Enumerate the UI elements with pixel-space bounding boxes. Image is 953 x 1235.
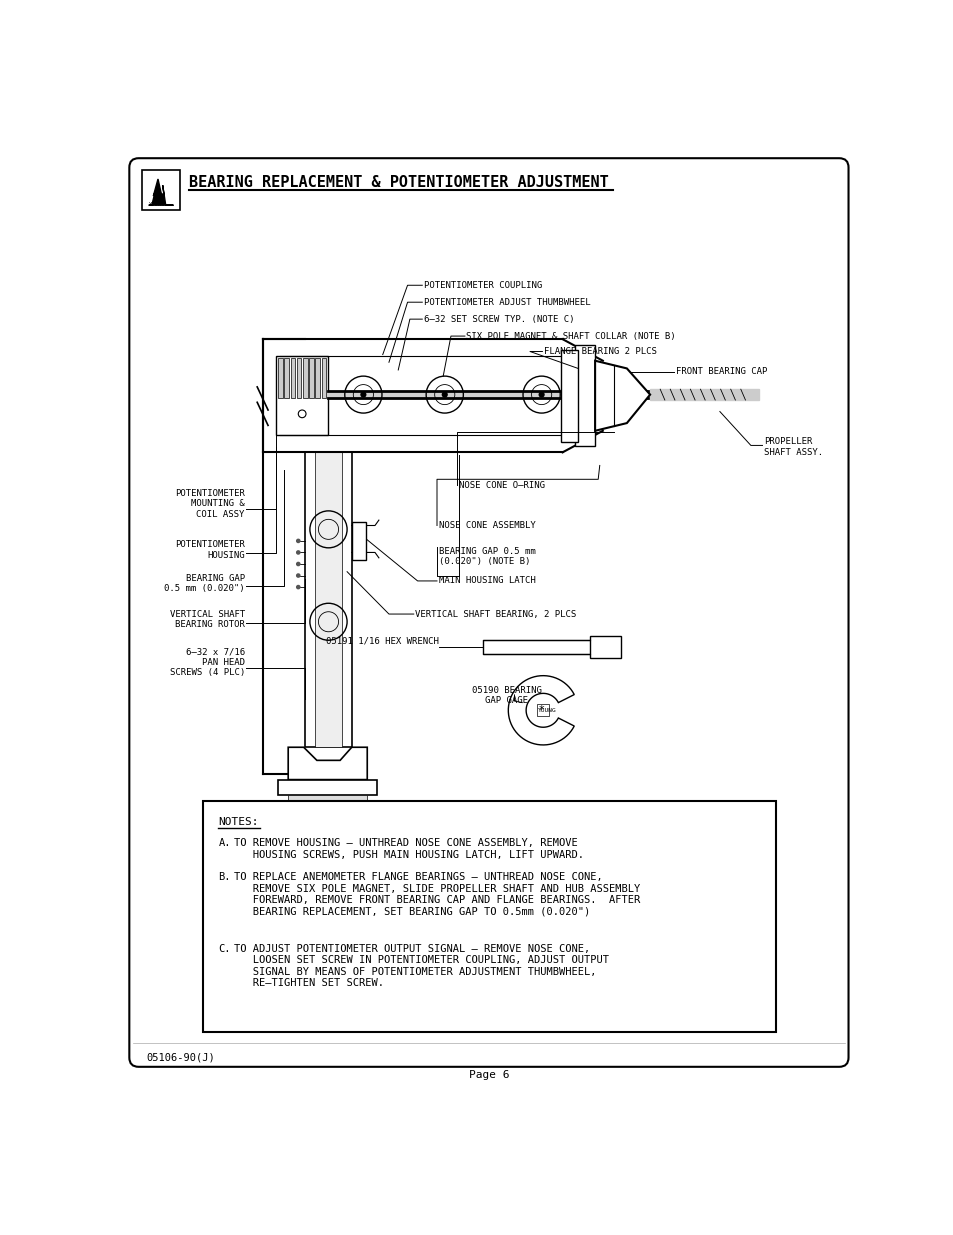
Text: MAIN HOUSING LATCH: MAIN HOUSING LATCH: [438, 577, 535, 585]
Circle shape: [295, 538, 300, 543]
Text: POTENTIOMETER
HOUSING: POTENTIOMETER HOUSING: [174, 541, 245, 559]
Text: TO REMOVE HOUSING – UNTHREAD NOSE CONE ASSEMBLY, REMOVE
   HOUSING SCREWS, PUSH : TO REMOVE HOUSING – UNTHREAD NOSE CONE A…: [233, 839, 583, 860]
Bar: [589, 636, 620, 658]
Text: FRONT BEARING CAP: FRONT BEARING CAP: [675, 367, 766, 375]
Bar: [275, 356, 328, 436]
Circle shape: [537, 391, 544, 398]
Bar: [560, 350, 578, 442]
Bar: [303, 358, 307, 398]
Circle shape: [295, 573, 300, 578]
Bar: [352, 521, 365, 561]
Bar: [314, 452, 342, 747]
Bar: [291, 358, 294, 398]
Text: VERTICAL SHAFT BEARING, 2 PLCS: VERTICAL SHAFT BEARING, 2 PLCS: [415, 610, 576, 619]
Text: FLANGE BEARING 2 PLCS: FLANGE BEARING 2 PLCS: [543, 347, 656, 356]
Circle shape: [360, 391, 366, 398]
Text: BEARING GAP
0.5 mm (0.020"): BEARING GAP 0.5 mm (0.020"): [164, 573, 245, 593]
Text: A.: A.: [218, 839, 231, 848]
Polygon shape: [508, 676, 574, 745]
Circle shape: [295, 562, 300, 567]
Text: 05106-90(J): 05106-90(J): [146, 1053, 214, 1063]
Circle shape: [295, 585, 300, 589]
Text: C.: C.: [218, 944, 231, 953]
Bar: [649, 389, 758, 400]
Text: *: *: [538, 705, 544, 715]
Text: Page 6: Page 6: [468, 1070, 509, 1079]
Text: POTENTIOMETER COUPLING: POTENTIOMETER COUPLING: [423, 280, 541, 290]
Text: NOSE CONE ASSEMBLY: NOSE CONE ASSEMBLY: [438, 521, 535, 530]
Text: TO ADJUST POTENTIOMETER OUTPUT SIGNAL – REMOVE NOSE CONE,
   LOOSEN SET SCREW IN: TO ADJUST POTENTIOMETER OUTPUT SIGNAL – …: [233, 944, 608, 988]
Text: 05190 BEARING
GAP GAGE: 05190 BEARING GAP GAGE: [472, 685, 541, 705]
Bar: [537, 704, 549, 716]
Text: BEARING REPLACEMENT & POTENTIOMETER ADJUSTMENT: BEARING REPLACEMENT & POTENTIOMETER ADJU…: [189, 175, 608, 190]
Bar: [142, 169, 179, 210]
Circle shape: [295, 550, 300, 555]
Text: YOUNG: YOUNG: [149, 201, 165, 206]
Bar: [203, 802, 776, 1032]
Circle shape: [441, 391, 447, 398]
Text: 6–32 SET SCREW TYP. (NOTE C): 6–32 SET SCREW TYP. (NOTE C): [423, 315, 574, 324]
Bar: [321, 358, 326, 398]
Text: SIX POLE MAGNET & SHAFT COLLAR (NOTE B): SIX POLE MAGNET & SHAFT COLLAR (NOTE B): [466, 331, 676, 341]
Bar: [278, 358, 282, 398]
Text: POTENTIOMETER
MOUNTING &
COIL ASSY: POTENTIOMETER MOUNTING & COIL ASSY: [174, 489, 245, 519]
Text: PROPELLER
SHAFT ASSY.: PROPELLER SHAFT ASSY.: [763, 437, 822, 457]
Text: POTENTIOMETER ADJUST THUMBWHEEL: POTENTIOMETER ADJUST THUMBWHEEL: [423, 298, 590, 306]
Text: 05191 1/16 HEX WRENCH: 05191 1/16 HEX WRENCH: [325, 636, 438, 646]
Text: VERTICAL SHAFT
BEARING ROTOR: VERTICAL SHAFT BEARING ROTOR: [170, 610, 245, 629]
Text: BEARING GAP 0.5 mm
(0.020") (NOTE B): BEARING GAP 0.5 mm (0.020") (NOTE B): [438, 547, 535, 567]
Text: TO REPLACE ANEMOMETER FLANGE BEARINGS – UNTHREAD NOSE CONE,
   REMOVE SIX POLE M: TO REPLACE ANEMOMETER FLANGE BEARINGS – …: [233, 872, 639, 916]
Text: 6–32 x 7/16
PAN HEAD
SCREWS (4 PLC): 6–32 x 7/16 PAN HEAD SCREWS (4 PLC): [170, 647, 245, 678]
Bar: [315, 358, 319, 398]
Polygon shape: [149, 179, 173, 205]
Bar: [328, 390, 688, 399]
Bar: [575, 346, 595, 446]
FancyBboxPatch shape: [130, 158, 847, 1067]
Bar: [305, 452, 352, 747]
Text: NOSE CONE O–RING: NOSE CONE O–RING: [458, 480, 544, 490]
Text: YOUNG: YOUNG: [537, 708, 556, 713]
Bar: [309, 358, 314, 398]
Bar: [278, 779, 377, 795]
Polygon shape: [288, 747, 367, 779]
Bar: [284, 358, 289, 398]
Bar: [288, 795, 367, 802]
Bar: [483, 640, 601, 655]
Polygon shape: [595, 361, 649, 431]
Text: B.: B.: [218, 872, 231, 882]
Bar: [296, 358, 301, 398]
Text: NOTES:: NOTES:: [218, 816, 258, 826]
